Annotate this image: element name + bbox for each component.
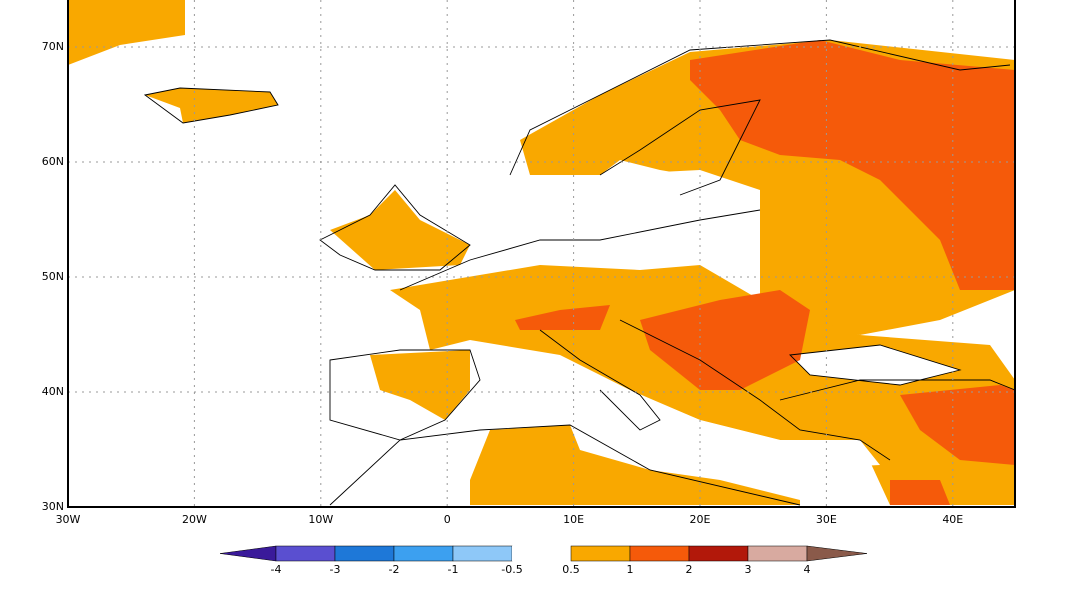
- latitude-label: 40N: [42, 385, 64, 398]
- longitude-label: 20W: [182, 513, 207, 526]
- colorbar-label: -2: [389, 563, 400, 576]
- anomaly-red: [515, 40, 1015, 505]
- colorbar-box: [334, 545, 395, 562]
- colorbar-box: [688, 545, 749, 562]
- latitude-label: 50N: [42, 270, 64, 283]
- colorbar-label: 1: [627, 563, 634, 576]
- colorbar-box: [452, 545, 513, 562]
- colorbar-label: 3: [745, 563, 752, 576]
- longitude-label: 30E: [816, 513, 837, 526]
- longitude-label: 10W: [308, 513, 333, 526]
- colorbar-box: [512, 546, 571, 561]
- colorbar-box: [629, 545, 690, 562]
- coastlines: [143, 39, 1016, 506]
- colorbar-box: [393, 545, 454, 562]
- longitude-label: 10E: [563, 513, 584, 526]
- colorbar: -4 -3 -2 -1 -0.5 0.5 1 2 3 4: [219, 545, 868, 576]
- colorbar-label: -3: [330, 563, 341, 576]
- colorbar-label: 2: [686, 563, 693, 576]
- map-frame: [67, 0, 1016, 508]
- longitude-label: 30W: [56, 513, 81, 526]
- colorbar-arrow: [219, 545, 277, 562]
- latitude-label: 30N: [42, 500, 64, 513]
- colorbar-label: 0.5: [562, 563, 580, 576]
- colorbar-label: -1: [448, 563, 459, 576]
- colorbar-arrow: [806, 545, 868, 562]
- colorbar-label: -0.5: [501, 563, 522, 576]
- graticule: [68, 0, 1015, 507]
- anomaly-white: [470, 170, 960, 470]
- longitude-label: 20E: [690, 513, 711, 526]
- colorbar-box: [275, 545, 336, 562]
- longitude-label: 0: [444, 513, 451, 526]
- latitude-label: 70N: [42, 40, 64, 53]
- latitude-label: 60N: [42, 155, 64, 168]
- map-area: [68, 0, 1016, 506]
- colorbar-label: -4: [271, 563, 282, 576]
- longitude-label: 40E: [942, 513, 963, 526]
- colorbar-box: [570, 545, 631, 562]
- colorbar-label: 4: [804, 563, 811, 576]
- colorbar-box: [747, 545, 808, 562]
